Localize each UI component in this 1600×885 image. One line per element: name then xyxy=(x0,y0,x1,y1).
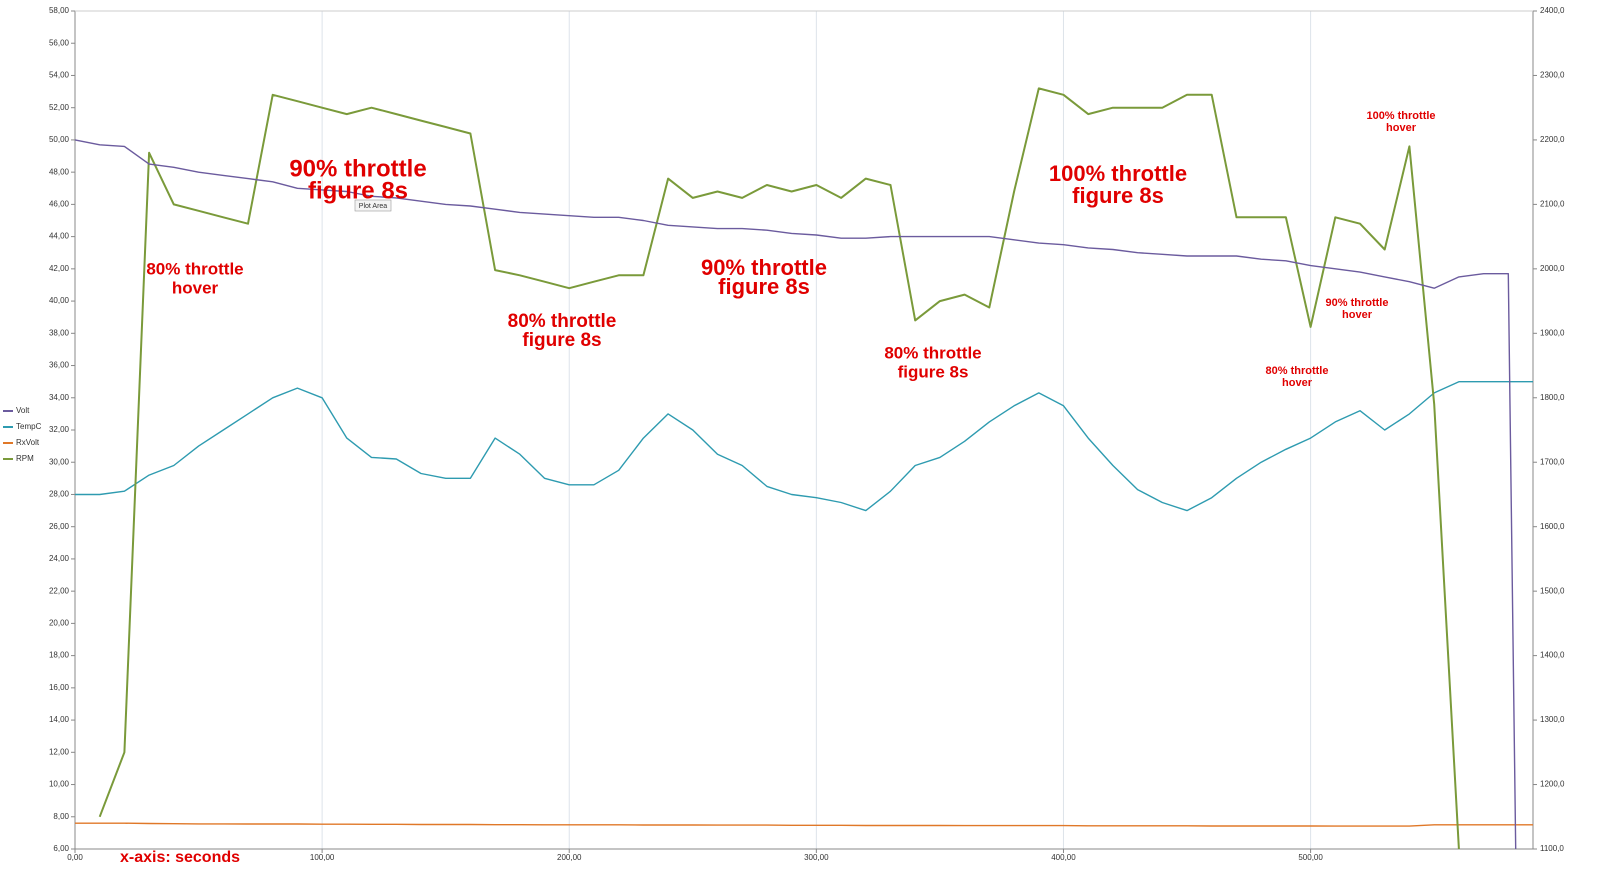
y-tick-label: 50,00 xyxy=(49,135,70,144)
y2-tick-label: 1900,0 xyxy=(1540,328,1565,337)
y-tick-label: 46,00 xyxy=(49,199,70,208)
annotation: 100% throttle xyxy=(1049,161,1187,186)
y2-tick-label: 1500,0 xyxy=(1540,586,1565,595)
series-line xyxy=(74,139,1517,850)
x-axis-label: x-axis: seconds xyxy=(120,849,240,866)
annotation: figure 8s xyxy=(898,362,969,381)
y-tick-label: 20,00 xyxy=(49,618,70,627)
annotation: 90% throttle xyxy=(289,155,426,182)
x-tick-label: 300,00 xyxy=(804,853,829,862)
annotation: figure 8s xyxy=(718,274,810,299)
y-tick-label: 40,00 xyxy=(49,296,70,305)
annotation: 80% throttle xyxy=(146,259,243,278)
y-tick-label: 24,00 xyxy=(49,554,70,563)
y2-tick-label: 1600,0 xyxy=(1540,522,1565,531)
y2-tick-label: 1800,0 xyxy=(1540,393,1565,402)
y-tick-label: 42,00 xyxy=(49,264,70,273)
y-tick-label: 26,00 xyxy=(49,522,70,531)
annotation: figure 8s xyxy=(1072,183,1164,208)
y2-tick-label: 2400,0 xyxy=(1540,6,1565,15)
legend-label: RxVolt xyxy=(16,438,40,447)
y-tick-label: 48,00 xyxy=(49,167,70,176)
y2-tick-label: 2200,0 xyxy=(1540,135,1565,144)
tooltip: Plot Area xyxy=(359,203,388,210)
y-tick-label: 52,00 xyxy=(49,103,70,112)
legend-label: RPM xyxy=(16,454,34,463)
y-tick-label: 54,00 xyxy=(49,71,70,80)
y-tick-label: 32,00 xyxy=(49,425,70,434)
y-tick-label: 6,00 xyxy=(53,844,69,853)
y-tick-label: 30,00 xyxy=(49,457,70,466)
y-tick-label: 18,00 xyxy=(49,651,70,660)
tooltip-box xyxy=(354,199,392,212)
y2-tick-label: 1300,0 xyxy=(1540,715,1565,724)
y2-tick-label: 1100,0 xyxy=(1540,844,1564,853)
x-tick-label: 400,00 xyxy=(1051,853,1076,862)
annotation: 100% throttle xyxy=(1366,110,1435,122)
y-tick-label: 8,00 xyxy=(53,812,69,821)
y-tick-label: 56,00 xyxy=(49,38,70,47)
y-tick-label: 16,00 xyxy=(49,683,70,692)
series-line xyxy=(75,381,1533,512)
y-tick-label: 44,00 xyxy=(49,232,70,241)
annotation: 80% throttle xyxy=(884,343,981,362)
annotation: 80% throttle xyxy=(508,311,617,332)
y2-tick-label: 1200,0 xyxy=(1540,780,1565,789)
x-tick-label: 500,00 xyxy=(1298,853,1323,862)
y-tick-label: 10,00 xyxy=(49,780,70,789)
annotation: 90% throttle xyxy=(701,255,827,280)
y2-tick-label: 1400,0 xyxy=(1540,651,1565,660)
y2-tick-label: 2100,0 xyxy=(1540,199,1565,208)
y-tick-label: 14,00 xyxy=(49,715,70,724)
annotation: 90% throttle xyxy=(1326,297,1389,309)
x-tick-label: 0,00 xyxy=(67,853,83,862)
y-tick-label: 22,00 xyxy=(49,586,70,595)
series-line xyxy=(75,822,1533,827)
legend-label: Volt xyxy=(16,406,30,415)
y-tick-label: 36,00 xyxy=(49,361,70,370)
y-tick-label: 38,00 xyxy=(49,328,70,337)
annotation: hover xyxy=(1342,309,1373,321)
y-tick-label: 28,00 xyxy=(49,490,70,499)
y-tick-label: 12,00 xyxy=(49,747,70,756)
annotation: hover xyxy=(172,278,219,297)
annotation: hover xyxy=(1386,122,1417,134)
x-tick-label: 100,00 xyxy=(310,853,335,862)
x-tick-label: 200,00 xyxy=(557,853,582,862)
series-line xyxy=(98,87,1460,850)
y-tick-label: 34,00 xyxy=(49,393,70,402)
annotation: 80% throttle xyxy=(1266,365,1329,377)
y2-tick-label: 1700,0 xyxy=(1540,457,1565,466)
annotation: hover xyxy=(1282,377,1313,389)
y2-tick-label: 2300,0 xyxy=(1540,71,1565,80)
legend-label: TempC xyxy=(16,422,42,431)
annotation: figure 8s xyxy=(522,330,601,351)
y2-tick-label: 2000,0 xyxy=(1540,264,1565,273)
y-tick-label: 58,00 xyxy=(49,6,70,15)
